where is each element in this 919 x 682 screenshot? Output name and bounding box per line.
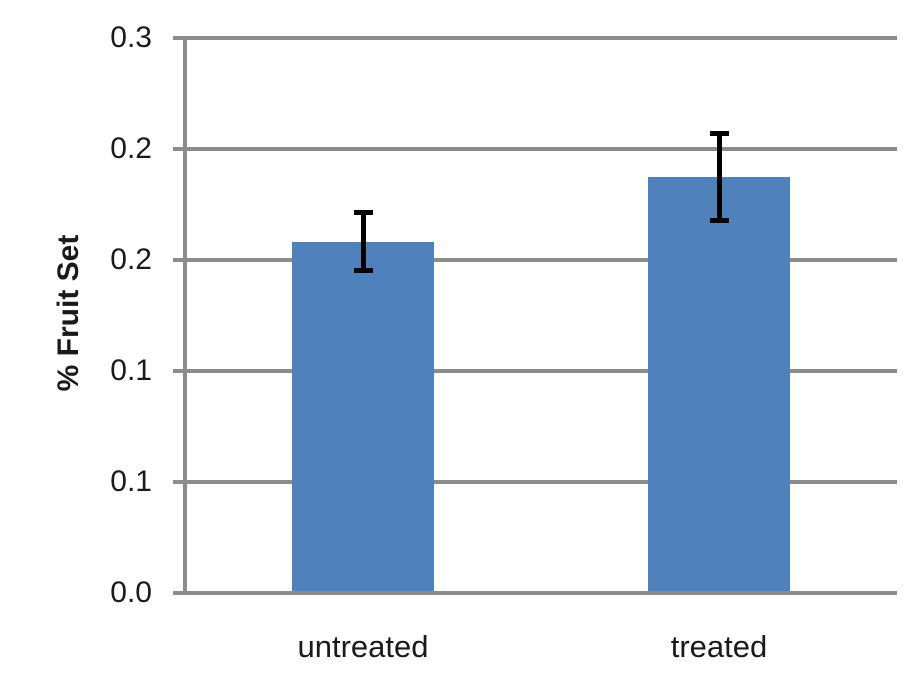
error-bar-line (717, 130, 722, 223)
error-bar-cap (354, 210, 373, 216)
gridline (173, 480, 897, 484)
y-tick-label: 0.1 (110, 354, 152, 387)
gridline (173, 36, 897, 40)
gridline (173, 369, 897, 373)
y-tick-label: 0.1 (110, 465, 152, 498)
x-category-label-treated: treated (670, 629, 768, 664)
y-tick-label: 0.2 (110, 132, 152, 165)
x-category-label-untreated: untreated (297, 629, 429, 664)
gridline (173, 258, 897, 262)
y-tick-label: 0.0 (110, 576, 152, 609)
bar-treated (648, 176, 790, 593)
error-bar-cap (710, 218, 729, 223)
error-bar-cap (710, 130, 729, 136)
y-tick-label: 0.2 (110, 243, 152, 276)
y-axis-line (183, 36, 187, 595)
bar-untreated (292, 241, 434, 593)
error-bar-line (361, 210, 366, 273)
gridline (173, 147, 897, 151)
error-bar-cap (354, 267, 373, 273)
y-tick-label: 0.3 (110, 21, 152, 54)
x-axis-line (173, 591, 897, 595)
